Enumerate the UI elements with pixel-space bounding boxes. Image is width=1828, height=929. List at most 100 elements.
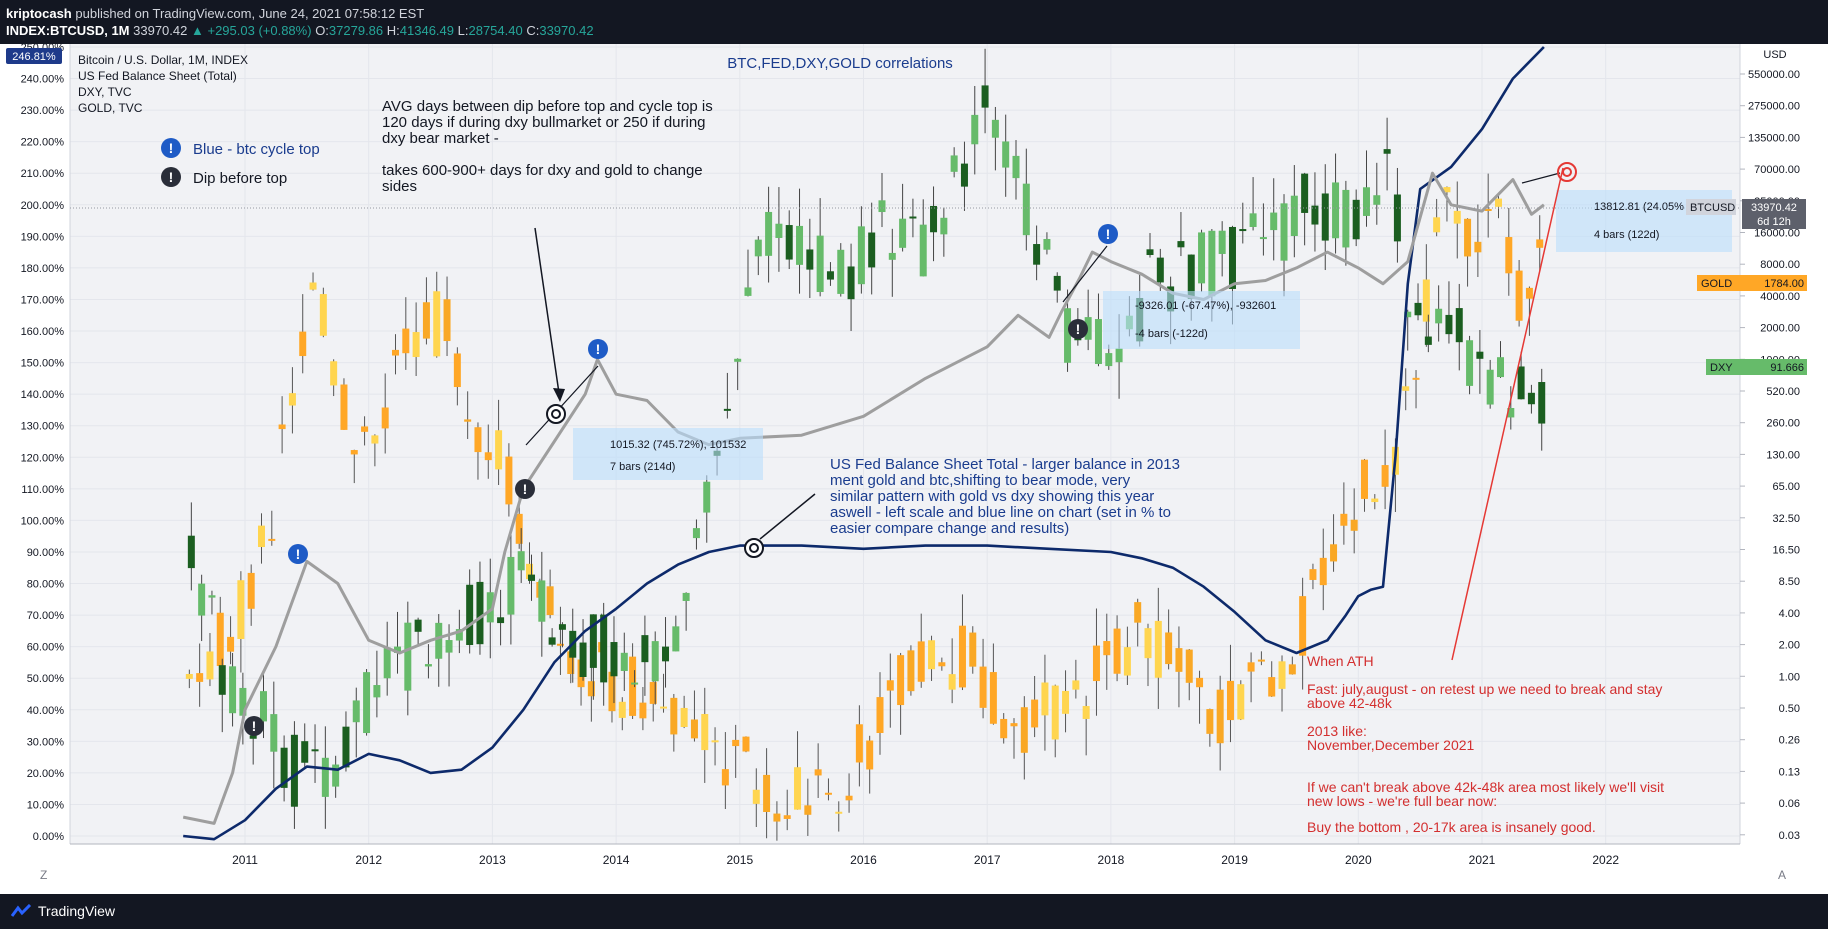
right-tick-label: 0.03 [1779, 830, 1800, 842]
right-tick-label: 2.00 [1779, 640, 1800, 652]
gold-price-tag[interactable]: GOLD 1784.00 [1697, 275, 1807, 291]
candle-btc [288, 393, 296, 406]
ohlc-c-label: C: [526, 23, 540, 38]
candle-btc [711, 740, 719, 743]
zoom-button[interactable]: Z [40, 868, 47, 882]
candle-dxy [1280, 203, 1288, 261]
candle-dxy [1105, 353, 1113, 367]
plot-area[interactable] [70, 44, 1740, 844]
tradingview-logo[interactable]: TradingView [10, 903, 115, 919]
candle-dxy [414, 619, 422, 632]
legend-dxy[interactable]: DXY, TVC [78, 85, 132, 99]
auto-scale-button[interactable]: A [1778, 868, 1786, 882]
cycle-top-marker-2011[interactable]: ! [288, 544, 308, 564]
measure-box-2017[interactable]: -9326.01 (-67.47%), -932601 -4 bars (-12… [1103, 291, 1300, 349]
candle-btc [1051, 685, 1059, 740]
candle-dxy [1414, 302, 1422, 316]
cycle-top-marker-2017[interactable]: ! [1098, 224, 1118, 244]
left-tick-label: 10.00% [27, 799, 65, 811]
candle-btc [350, 450, 358, 455]
svg-text:easier compare change and resu: easier compare change and results) [830, 520, 1069, 537]
left-tick-label: 30.00% [27, 736, 65, 748]
svg-text:!: ! [296, 546, 301, 562]
candle-btc [371, 435, 379, 444]
candle-dxy [1270, 212, 1278, 231]
author-name[interactable]: kriptocash [6, 6, 72, 21]
candle-dxy [1383, 149, 1391, 154]
candle-btc [453, 353, 461, 388]
left-tick-label: 40.00% [27, 705, 65, 717]
candle-dxy [589, 614, 597, 668]
candle-btc [989, 672, 997, 724]
time-axis[interactable]: 2011 2012 2013 2014 2015 2016 2017 2018 2019 2020… [232, 853, 1619, 867]
svg-text:33970.42: 33970.42 [1751, 202, 1797, 214]
cycle-top-marker-2013[interactable]: ! [588, 339, 608, 359]
candle-dxy [888, 252, 896, 260]
legend-btc[interactable]: Bitcoin / U.S. Dollar, 1M, INDEX [78, 53, 248, 67]
svg-text:November,December 2021: November,December 2021 [1307, 737, 1475, 753]
candle-dxy [1486, 369, 1494, 405]
candle-dxy [579, 642, 587, 677]
dip-marker-2011[interactable]: ! [244, 716, 264, 736]
candle-btc [876, 697, 884, 733]
legend-fed[interactable]: US Fed Balance Sheet (Total) [78, 69, 237, 83]
ohlc-o: 37279.86 [328, 23, 384, 38]
candle-btc [732, 739, 740, 747]
legend-gold[interactable]: GOLD, TVC [78, 101, 143, 115]
candle-btc [1092, 645, 1100, 682]
candle-dxy [1218, 230, 1226, 254]
dip-marker-2017[interactable]: ! [1068, 319, 1088, 339]
time-tick-label: 2015 [726, 853, 753, 867]
candle-btc [855, 724, 863, 763]
candle-dxy [981, 85, 989, 108]
dxy-price-tag[interactable]: DXY 91.666 [1706, 359, 1807, 375]
left-tick-label: 0.00% [33, 831, 64, 843]
candle-btc [979, 666, 987, 708]
candle-btc [1226, 680, 1234, 721]
ohlc-h: 41346.49 [399, 23, 455, 38]
candle-dxy [672, 626, 680, 652]
dip-marker-2013[interactable]: ! [515, 479, 535, 499]
candle-btc [1494, 198, 1502, 207]
candle-dxy [1198, 232, 1206, 284]
candle-btc [794, 767, 802, 810]
candle-btc [206, 651, 214, 680]
chart-area[interactable]: 0.00% 10.00% 20.00% 30.00% 40.00% 50.00% 60.00… [0, 42, 1828, 894]
left-tick-label: 210.00% [21, 168, 65, 180]
right-tick-label: 260.00 [1766, 418, 1800, 430]
candle-btc [1123, 647, 1131, 676]
left-tick-label: 220.00% [21, 137, 65, 149]
measure-box-2013[interactable]: 1015.32 (745.72%), 101532 7 bars (214d) [573, 428, 763, 480]
chart-svg[interactable]: 0.00% 10.00% 20.00% 30.00% 40.00% 50.00% 60.00… [0, 42, 1828, 894]
trend-2021 [1521, 172, 1561, 184]
candle-btc [515, 513, 523, 544]
candle-dxy [1332, 182, 1340, 239]
left-tick-label: 200.00% [21, 200, 65, 212]
left-tick-label: 140.00% [21, 389, 65, 401]
candle-dxy [486, 592, 494, 623]
candle-dxy [899, 218, 907, 248]
candle-dxy [280, 747, 288, 788]
candle-dxy [610, 642, 618, 677]
candle-dxy [218, 665, 226, 695]
right-tick-label: 135000.00 [1748, 132, 1800, 144]
candle-dxy [1249, 213, 1257, 227]
candle-dxy [847, 266, 855, 300]
candle-dxy [301, 741, 309, 763]
candle-btc [1020, 707, 1028, 753]
btc-price-tag[interactable]: BTCUSD 33970.42 6d 12h [1686, 199, 1806, 229]
candle-dxy [1435, 308, 1443, 324]
cycle-top-label: Blue - btc cycle top [193, 141, 320, 158]
candle-btc [938, 662, 946, 667]
candle-btc [1247, 662, 1255, 672]
candle-dxy [868, 232, 876, 268]
candle-dxy [1177, 241, 1185, 248]
candle-dxy [321, 757, 329, 797]
svg-text:2013 like:: 2013 like: [1307, 723, 1367, 739]
time-tick-label: 2020 [1345, 853, 1372, 867]
candle-dxy [1012, 155, 1020, 179]
right-tick-label: 2000.00 [1760, 323, 1800, 335]
candle-dxy [641, 635, 649, 663]
target-marker-1 [546, 404, 566, 424]
candle-btc [392, 349, 400, 356]
